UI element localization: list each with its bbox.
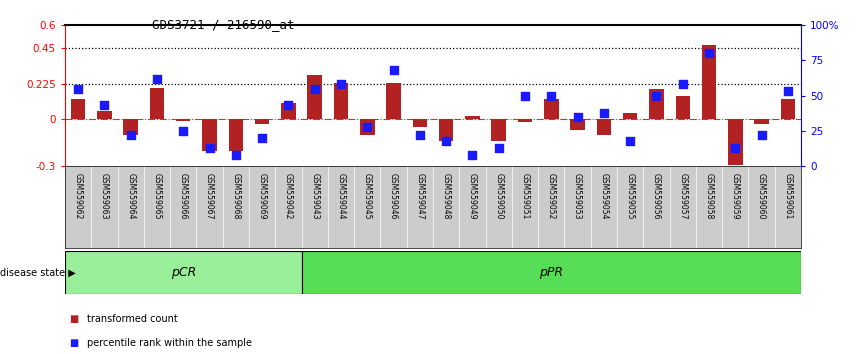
Point bbox=[545, 93, 559, 98]
Text: GSM559059: GSM559059 bbox=[731, 173, 740, 219]
Point bbox=[203, 145, 216, 151]
Text: GSM559063: GSM559063 bbox=[100, 173, 109, 219]
Point bbox=[98, 103, 112, 108]
Bar bbox=[71, 99, 86, 119]
Text: GSM559050: GSM559050 bbox=[494, 173, 503, 219]
Text: GSM559048: GSM559048 bbox=[442, 173, 450, 219]
Bar bbox=[623, 113, 637, 119]
Point bbox=[439, 138, 453, 144]
Text: GSM559051: GSM559051 bbox=[520, 173, 529, 219]
Bar bbox=[412, 119, 427, 127]
Text: GSM559054: GSM559054 bbox=[599, 173, 609, 219]
Text: GSM559046: GSM559046 bbox=[389, 173, 398, 219]
Text: pPR: pPR bbox=[540, 266, 563, 279]
Text: GSM559058: GSM559058 bbox=[705, 173, 714, 219]
Point bbox=[229, 152, 242, 158]
Bar bbox=[229, 119, 243, 151]
Point bbox=[413, 132, 427, 138]
Text: GSM559049: GSM559049 bbox=[468, 173, 477, 219]
Bar bbox=[176, 119, 191, 121]
Text: GSM559057: GSM559057 bbox=[678, 173, 688, 219]
Point bbox=[281, 103, 295, 108]
Bar bbox=[65, 251, 301, 294]
Bar bbox=[255, 119, 269, 124]
Point bbox=[597, 110, 611, 115]
Text: GSM559064: GSM559064 bbox=[126, 173, 135, 219]
Point bbox=[124, 132, 138, 138]
Bar bbox=[360, 119, 374, 135]
Text: GSM559056: GSM559056 bbox=[652, 173, 661, 219]
Text: ■: ■ bbox=[69, 314, 79, 324]
Point bbox=[781, 88, 795, 94]
Text: GSM559055: GSM559055 bbox=[625, 173, 635, 219]
Bar bbox=[675, 96, 690, 119]
Bar bbox=[465, 116, 480, 119]
Text: GSM559067: GSM559067 bbox=[205, 173, 214, 219]
Point bbox=[150, 76, 164, 81]
Bar bbox=[492, 119, 506, 141]
Bar bbox=[333, 83, 348, 119]
Bar bbox=[307, 75, 322, 119]
Point bbox=[466, 152, 480, 158]
Bar bbox=[571, 119, 585, 130]
Text: GSM559066: GSM559066 bbox=[178, 173, 188, 219]
Point bbox=[650, 93, 663, 98]
Bar bbox=[97, 111, 112, 119]
Text: pCR: pCR bbox=[171, 266, 196, 279]
Point bbox=[675, 81, 689, 87]
Point bbox=[624, 138, 637, 144]
Bar bbox=[203, 119, 216, 151]
Point bbox=[518, 93, 532, 98]
Text: GSM559044: GSM559044 bbox=[337, 173, 346, 219]
Text: GSM559043: GSM559043 bbox=[310, 173, 320, 219]
Text: GSM559061: GSM559061 bbox=[784, 173, 792, 219]
Bar bbox=[701, 45, 716, 119]
Bar bbox=[754, 119, 769, 124]
Bar bbox=[544, 99, 559, 119]
Bar bbox=[150, 88, 165, 119]
Text: GSM559069: GSM559069 bbox=[257, 173, 267, 219]
Text: GSM559068: GSM559068 bbox=[231, 173, 241, 219]
Text: percentile rank within the sample: percentile rank within the sample bbox=[87, 338, 252, 348]
Text: GSM559062: GSM559062 bbox=[74, 173, 82, 219]
Point bbox=[571, 114, 585, 120]
Bar bbox=[518, 119, 533, 122]
Point bbox=[71, 86, 85, 91]
Text: ■: ■ bbox=[69, 338, 79, 348]
Point bbox=[255, 135, 269, 141]
Point bbox=[334, 81, 348, 87]
Text: GDS3721 / 216590_at: GDS3721 / 216590_at bbox=[152, 18, 294, 31]
Text: GSM559053: GSM559053 bbox=[573, 173, 582, 219]
Text: GSM559047: GSM559047 bbox=[416, 173, 424, 219]
Point bbox=[307, 86, 321, 91]
Point bbox=[386, 67, 400, 73]
Bar bbox=[439, 119, 454, 141]
Point bbox=[702, 50, 716, 56]
Bar bbox=[780, 99, 795, 119]
Point bbox=[728, 145, 742, 151]
Bar bbox=[728, 119, 742, 165]
Point bbox=[360, 124, 374, 130]
Bar bbox=[301, 251, 801, 294]
Bar bbox=[124, 119, 138, 135]
Point bbox=[177, 128, 191, 134]
Text: transformed count: transformed count bbox=[87, 314, 178, 324]
Text: disease state ▶: disease state ▶ bbox=[0, 268, 75, 278]
Text: GSM559060: GSM559060 bbox=[757, 173, 766, 219]
Point bbox=[754, 132, 768, 138]
Bar bbox=[650, 89, 663, 119]
Point bbox=[492, 145, 506, 151]
Bar bbox=[281, 103, 295, 119]
Text: GSM559052: GSM559052 bbox=[546, 173, 556, 219]
Text: GSM559045: GSM559045 bbox=[363, 173, 372, 219]
Bar bbox=[597, 119, 611, 135]
Text: GSM559065: GSM559065 bbox=[152, 173, 161, 219]
Text: GSM559042: GSM559042 bbox=[284, 173, 293, 219]
Bar bbox=[386, 83, 401, 119]
